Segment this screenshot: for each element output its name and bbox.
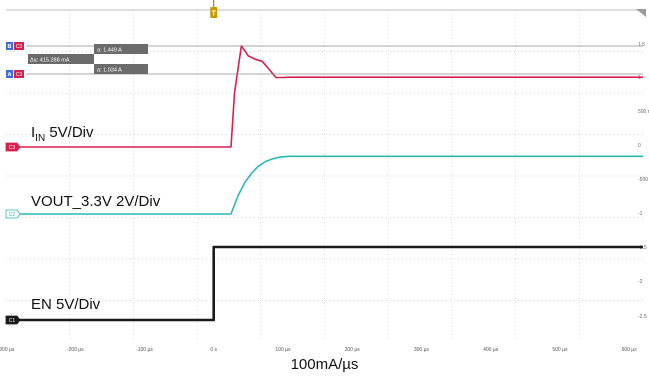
series-c1-line [6,245,643,322]
x-tick-label: 0 s [210,347,217,353]
channel-badge-shape [5,315,21,325]
series-label-vout: VOUT_3.3V 2V/Div [31,193,161,210]
y-tick-label: -2 [638,279,643,285]
y-tick-label: 500 m [638,109,649,115]
channel-badge-shape [5,142,21,152]
x-tick-label: -100 µs [136,347,153,353]
cursor-a-tag-channel-box [14,70,24,78]
tick-labels: -300 µs -200 µs -100 µs 0 s 100 µs 200 µs 300 … [0,42,649,353]
x-tick-label: 200 µs [345,347,361,353]
trigger-marker [210,7,218,18]
y-tick-label: -2.5 [638,314,647,320]
cursor-a-readout: a: 1.034 A [97,68,122,74]
cursor-b-tag[interactable]: B C3 [6,42,24,50]
cursor-a-tag-letter-box [6,70,13,78]
series-label-iin-subscript: IN [35,133,45,144]
x-tick-label: -300 µs [0,347,15,353]
x-tick-label: 500 µs [552,347,568,353]
series-label-iin-rest: 5V/Div [45,124,94,141]
x-tick-label: -200 µs [67,347,84,353]
scroll-indicator-icon [636,9,646,17]
x-tick-label: 400 µs [483,347,499,353]
channel-badge-c2: C2 [5,209,21,219]
cursor-b-tag-channel-box [14,42,24,50]
cursor-a-readout-box [94,64,148,74]
y-tick-label: 0 [638,143,641,149]
y-tick-label: 1.5 [638,42,645,48]
traces: C3 C2 C1 IIN 5V/Div VOUT_3.3V 2V/Div EN 5V/Di… [5,45,643,325]
series-c2-line [6,155,643,215]
cursor-b-tag-letter-box [6,42,13,50]
oscilloscope-plot: -300 µs -200 µs -100 µs 0 s 100 µs 200 µs 300 … [0,0,649,353]
cursor-b-tag-channel: C3 [16,44,23,50]
channel-badge-c3: C3 [5,142,21,152]
channel-badge-label: C2 [9,212,16,218]
channel-badge-label: C1 [9,318,16,324]
x-tick-label: 600 µs [622,347,638,353]
cursor-a-tag-channel: C3 [16,72,23,78]
y-tick-label: -1 [638,211,643,217]
series-c3-line [6,45,643,148]
cursor-b-tag-letter: B [8,44,12,50]
y-tick-label: -500 m [638,177,649,183]
x-tick-label: 300 µs [414,347,430,353]
cursor-delta-readout: Δa: 415.288 mA [30,58,70,64]
channel-badge-shape [5,209,21,219]
cursor-overlay: T B C3 A C3 a: 1.449 A Δa: 415.288 mA a: 1.034 … [6,0,646,78]
series-label-en: EN 5V/Div [31,296,101,313]
series-label-iin-main: I [31,124,35,141]
cursor-b-readout-box [94,44,148,54]
channel-badge-label: C3 [9,145,16,151]
cursor-b-readout: a: 1.449 A [97,48,122,54]
cursor-delta-readout-box [28,54,94,64]
grid [6,9,643,342]
cursor-a-tag[interactable]: A C3 [6,70,24,78]
x-axis-caption: 100mA/µs [290,356,359,373]
x-tick-label: 100 µs [275,347,291,353]
trigger-marker-label: T [212,11,217,18]
channel-badge-c1: C1 [5,315,21,325]
cursor-a-tag-letter: A [8,72,12,78]
series-label-iin: IIN 5V/Div [31,124,94,144]
